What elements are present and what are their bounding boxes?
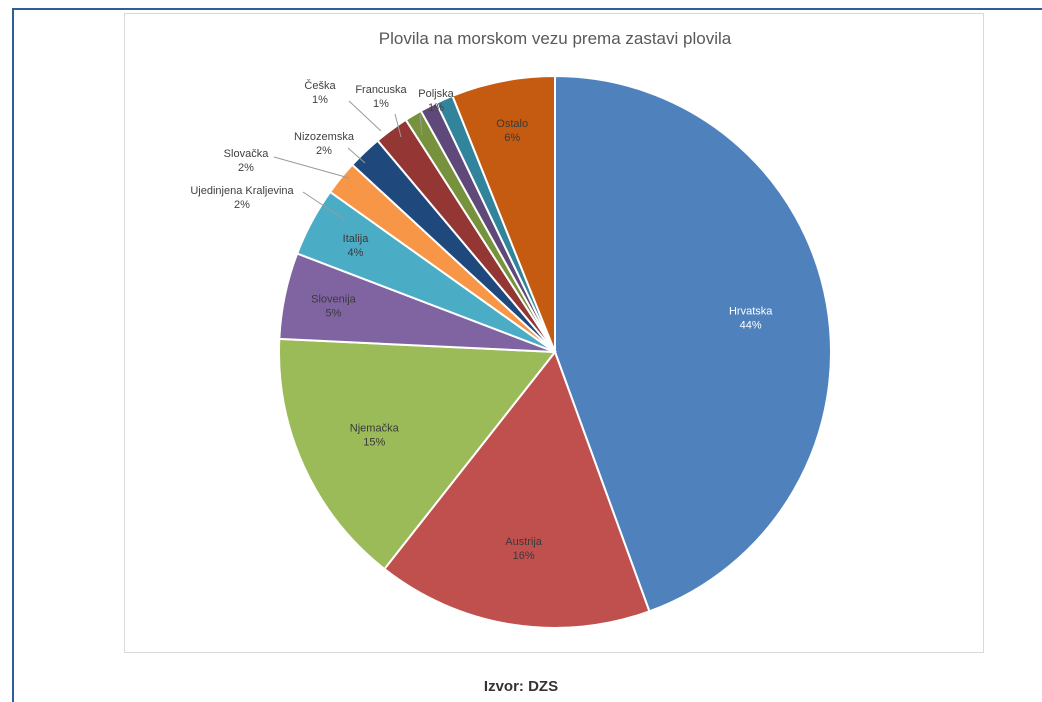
leader-line	[273, 156, 350, 179]
leader-line	[394, 113, 402, 138]
slice-label: Austrija 16%	[505, 536, 543, 562]
chart-area: Plovila na morskom vezu prema zastavi pl…	[124, 13, 984, 653]
slice-label: Slovačka 2%	[224, 148, 270, 174]
pie-slice-njemačka	[278, 337, 557, 571]
leader-line	[419, 114, 423, 136]
slice-percent-label: 2%	[238, 162, 254, 174]
slice-percent-label: 1%	[312, 94, 328, 106]
slice-label: Francuska 1%	[355, 84, 407, 110]
slice-percent-label: 1%	[373, 98, 389, 110]
leader-line	[302, 191, 346, 221]
slice-percent-label: 44%	[740, 319, 762, 331]
slice-label: Njemačka 15%	[350, 423, 400, 449]
slice-category-label: Slovačka	[224, 148, 270, 160]
slice-category-label: Ostalo	[496, 118, 528, 130]
pie-chart: Plovila na morskom vezu prema zastavi pl…	[190, 29, 832, 629]
slice-label: Poljska 1%	[418, 88, 454, 114]
pie-slice-hrvatska	[554, 74, 832, 613]
slice-category-label: Slovenija	[311, 294, 357, 306]
slice-percent-label: 2%	[234, 199, 250, 211]
leader-lines	[273, 100, 423, 221]
slice-category-label: Italija	[343, 233, 370, 245]
slice-label: Nizozemska 2%	[294, 131, 355, 157]
slice-label: Ujedinjena Kraljevina 2%	[190, 185, 294, 211]
slice-percent-label: 1%	[428, 102, 444, 114]
slice-percent-label: 15%	[363, 437, 385, 449]
slice-category-label: Nizozemska	[294, 131, 355, 143]
slice-label: Češka 1%	[304, 79, 336, 106]
slice-percent-label: 2%	[316, 145, 332, 157]
pie-slice-austrija	[382, 349, 651, 629]
slice-category-label: Njemačka	[350, 423, 400, 435]
slice-category-label: Austrija	[505, 536, 543, 548]
slice-label: Ostalo 6%	[496, 118, 528, 144]
slice-label: Italija 4%	[343, 233, 370, 259]
document-frame	[12, 8, 1042, 702]
chart-title: Plovila na morskom vezu prema zastavi pl…	[379, 29, 732, 48]
slice-percent-label: 5%	[326, 308, 342, 320]
slice-label: Hrvatska 44%	[729, 305, 773, 331]
leader-line	[347, 147, 366, 164]
pie-slices	[278, 74, 832, 629]
slice-label: Slovenija 5%	[311, 294, 357, 320]
slice-category-label: Poljska	[418, 88, 454, 100]
pie-slice-ostalo	[451, 74, 556, 353]
slice-percent-label: 6%	[504, 132, 520, 144]
slice-category-label: Češka	[304, 79, 336, 92]
slice-percent-label: 16%	[513, 550, 535, 562]
leader-line	[348, 100, 382, 132]
slice-percent-label: 4%	[348, 247, 364, 259]
slice-category-label: Hrvatska	[729, 305, 773, 317]
slice-category-label: Ujedinjena Kraljevina	[190, 185, 294, 197]
slice-labels: Hrvatska 44% Austrija 16% Njemačka 15% Sloveni…	[190, 79, 773, 562]
slice-category-label: Francuska	[355, 84, 407, 96]
source-caption: Izvor: DZS	[483, 678, 559, 695]
